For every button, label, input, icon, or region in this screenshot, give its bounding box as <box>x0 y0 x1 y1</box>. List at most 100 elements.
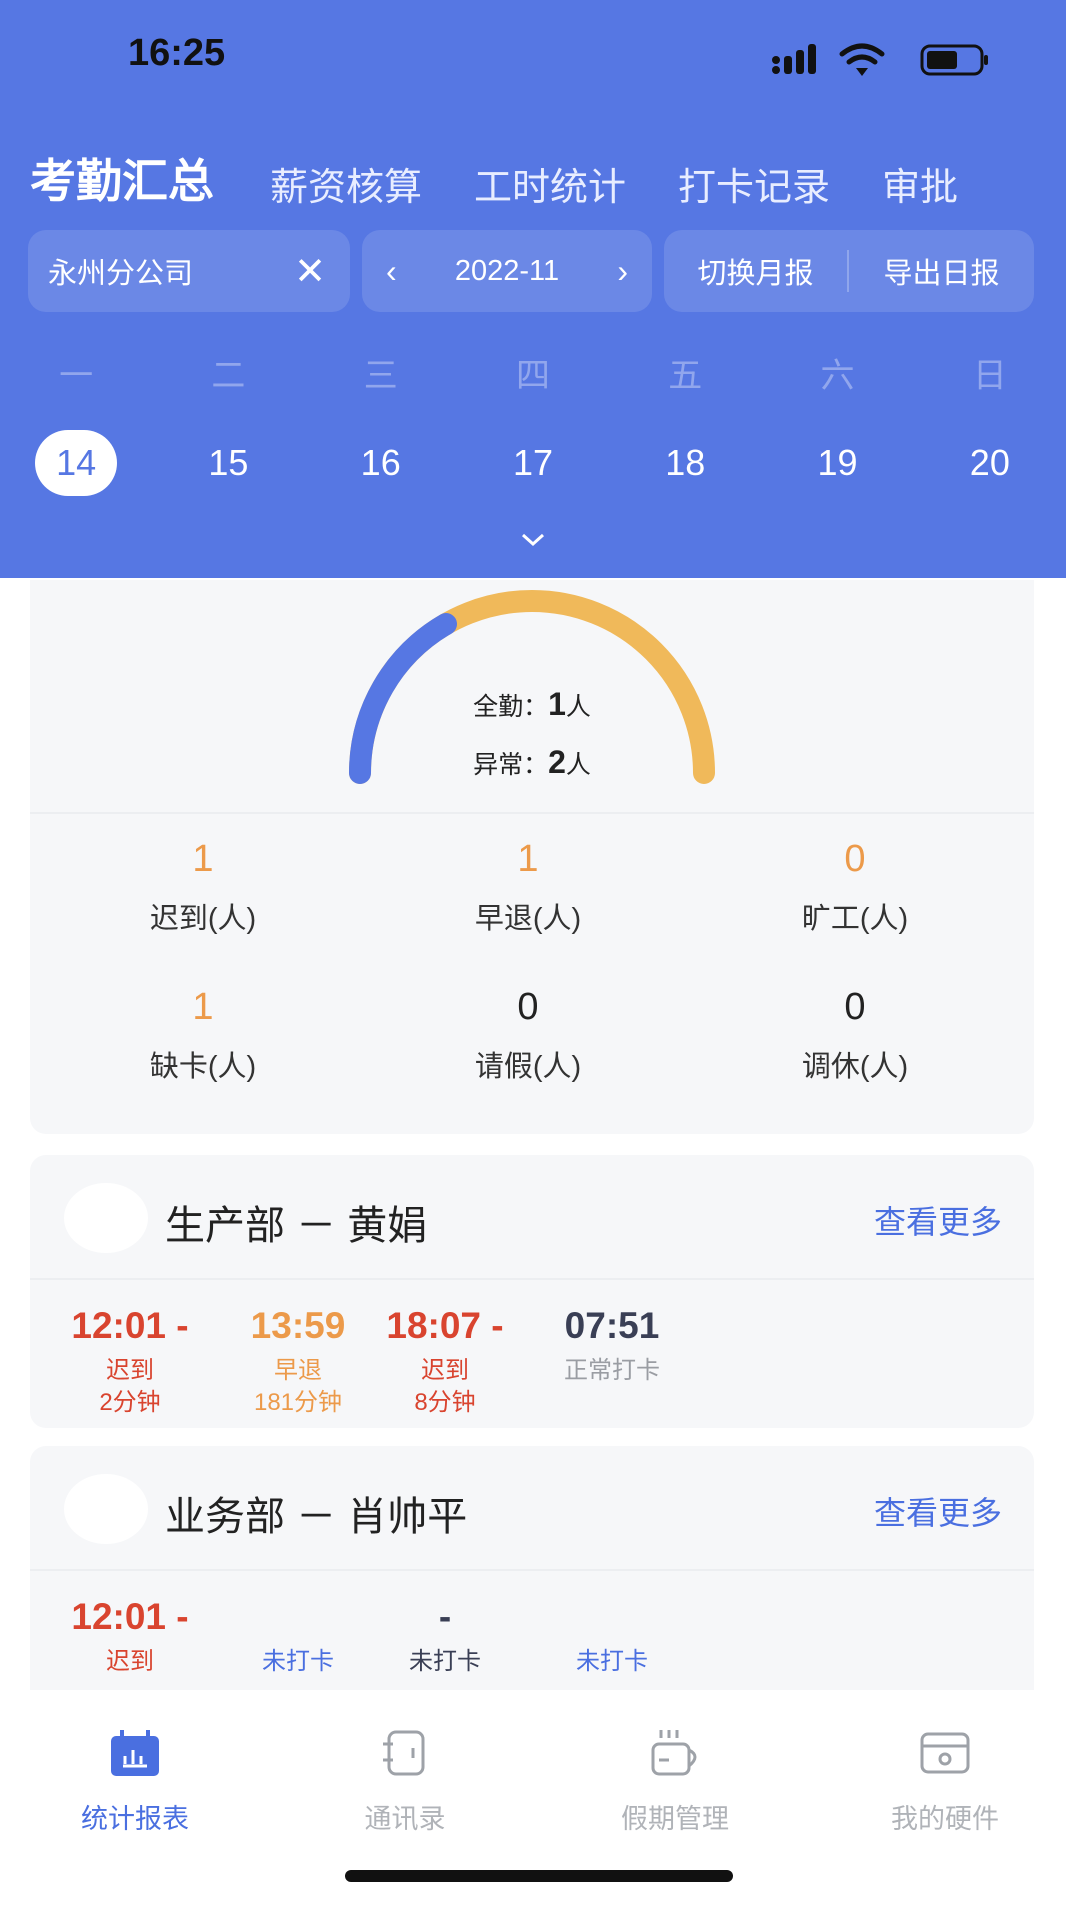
punch-status: 迟到 <box>106 1357 154 1384</box>
punch-status: 早退 <box>274 1357 322 1384</box>
punch-record: 18:07 - 迟到 8分钟 <box>355 1305 535 1419</box>
export-daily-button[interactable]: 导出日报 <box>883 258 1000 290</box>
company-selector[interactable]: 永州分公司 ✕ <box>28 230 350 312</box>
punch-record: 12:01 - 迟到 2分钟 <box>40 1305 220 1419</box>
next-month-icon[interactable]: › <box>617 252 628 289</box>
date-selected[interactable]: 14 <box>35 430 118 496</box>
punch-status: 未打卡 <box>576 1648 648 1675</box>
punch-time: 13:59 <box>250 1305 346 1346</box>
signal-icon <box>772 44 816 74</box>
nav-hardware[interactable]: 我的硬件 <box>810 1690 1080 1920</box>
expand-chevron-icon[interactable] <box>518 530 548 550</box>
date[interactable]: 17 <box>512 442 553 483</box>
stat-early-leave[interactable]: 1 早退(人) <box>474 838 582 935</box>
clear-icon[interactable]: ✕ <box>294 250 326 293</box>
full-attendance-text: 全勤：1人 <box>30 686 1034 723</box>
employee-card: 生产部 － 黄娟 查看更多 12:01 - 迟到 2分钟 13:59 早退 181分钟 18… <box>30 1155 1034 1428</box>
status-bar: 16:25 <box>0 30 1066 80</box>
status-icons <box>772 43 988 76</box>
stat-late[interactable]: 1 迟到(人) <box>149 838 257 935</box>
weekday: 三 <box>363 357 398 395</box>
punch-status: 迟到 <box>106 1648 154 1675</box>
avatar <box>64 1183 148 1253</box>
bottom-nav: 统计报表 通讯录 假期管理 我的硬件 <box>0 1690 1080 1920</box>
punch-record: 未打卡 <box>522 1596 702 1678</box>
month-picker: ‹ 2022-11 › <box>362 230 652 312</box>
date[interactable]: 15 <box>208 442 249 483</box>
month-value: 2022-11 <box>454 254 560 287</box>
abnormal-label: 异常： <box>473 751 549 779</box>
view-more-link[interactable]: 查看更多 <box>873 1204 1002 1240</box>
calendar-chart-icon <box>111 1730 159 1776</box>
punch-status: 未打卡 <box>409 1648 481 1675</box>
nav-holidays[interactable]: 假期管理 <box>540 1690 810 1920</box>
date[interactable]: 18 <box>665 442 706 483</box>
punch-time: 07:51 <box>564 1305 660 1346</box>
date[interactable]: 20 <box>969 442 1010 483</box>
wifi-icon <box>839 43 885 65</box>
home-indicator <box>345 1870 733 1882</box>
punch-time: 12:01 - <box>71 1596 189 1637</box>
employee-name: 业务部 － 肖帅平 <box>165 1495 468 1539</box>
nav-label: 通讯录 <box>364 1804 446 1834</box>
full-value: 1 <box>548 686 566 722</box>
device-icon <box>920 1732 970 1774</box>
weekday: 一 <box>59 357 94 395</box>
punch-time <box>522 1596 702 1640</box>
stat-leave[interactable]: 0 请假(人) <box>474 986 582 1083</box>
top-tabs: 考勤汇总 薪资核算 工时统计 打卡记录 审批 <box>30 145 1010 211</box>
punch-status: 迟到 <box>421 1357 469 1384</box>
nav-label: 统计报表 <box>81 1804 189 1834</box>
unit: 人 <box>565 751 591 779</box>
weekday: 日 <box>972 357 1007 395</box>
punch-status: 未打卡 <box>262 1648 334 1675</box>
stat-absent[interactable]: 0 旷工(人) <box>801 838 909 935</box>
date[interactable]: 16 <box>360 442 401 483</box>
punch-status: 正常打卡 <box>564 1357 660 1384</box>
punch-record: 12:01 - 迟到 <box>40 1596 220 1678</box>
full-label: 全勤： <box>473 693 549 721</box>
tab-attendance-summary[interactable]: 考勤汇总 <box>30 155 214 207</box>
abnormal-text: 异常：2人 <box>30 744 1034 781</box>
employee-name: 生产部 － 黄娟 <box>165 1204 428 1248</box>
stat-missing-punch[interactable]: 1 缺卡(人) <box>149 986 257 1083</box>
punch-detail: 2分钟 <box>99 1389 161 1416</box>
unit: 人 <box>565 693 591 721</box>
punch-time: 18:07 - <box>386 1305 504 1346</box>
prev-month-icon[interactable]: ‹ <box>386 252 397 289</box>
gauge-full-arc <box>349 613 457 784</box>
date-row: 14 15 16 17 18 19 20 <box>0 430 1066 496</box>
punch-detail: 181分钟 <box>253 1389 343 1416</box>
nav-statistics[interactable]: 统计报表 <box>0 1690 270 1920</box>
weekday: 四 <box>515 357 550 395</box>
punch-record: 07:51 正常打卡 <box>522 1305 702 1387</box>
weekday-row: 一二三四五六日 <box>0 348 1066 397</box>
report-actions: 切换月报 导出日报 <box>664 230 1034 312</box>
nav-contacts[interactable]: 通讯录 <box>270 1690 540 1920</box>
date[interactable]: 19 <box>817 442 858 483</box>
coffee-cup-icon <box>651 1730 697 1776</box>
tab-approval[interactable]: 审批 <box>882 167 959 209</box>
battery-icon <box>920 44 988 76</box>
abnormal-value: 2 <box>548 744 566 780</box>
nav-label: 假期管理 <box>621 1804 729 1834</box>
stat-time-off[interactable]: 0 调休(人) <box>801 986 909 1083</box>
punch-record: 13:59 早退 181分钟 <box>208 1305 388 1419</box>
attendance-gauge <box>349 590 715 784</box>
weekday: 六 <box>820 357 855 395</box>
employee-card: 业务部 － 肖帅平 查看更多 12:01 - 迟到 未打卡 - 未打卡 未打卡 <box>30 1446 1034 1690</box>
avatar <box>64 1474 148 1544</box>
view-more-link[interactable]: 查看更多 <box>873 1495 1002 1531</box>
tab-work-hours[interactable]: 工时统计 <box>474 167 627 209</box>
switch-monthly-button[interactable]: 切换月报 <box>664 250 849 292</box>
company-name: 永州分公司 <box>48 258 194 290</box>
tab-punch-records[interactable]: 打卡记录 <box>678 167 831 209</box>
summary-card: 全勤：1人 异常：2人 1 迟到(人) 1 早退(人) 0 旷工(人) 1 缺卡(人) … <box>30 580 1034 1134</box>
punch-time: 12:01 - <box>71 1305 189 1346</box>
weekday: 五 <box>668 357 703 395</box>
status-time: 16:25 <box>128 32 226 74</box>
tab-salary[interactable]: 薪资核算 <box>270 167 423 209</box>
nav-label: 我的硬件 <box>891 1804 999 1834</box>
punch-detail: 8分钟 <box>414 1389 476 1416</box>
contacts-book-icon <box>383 1730 425 1776</box>
